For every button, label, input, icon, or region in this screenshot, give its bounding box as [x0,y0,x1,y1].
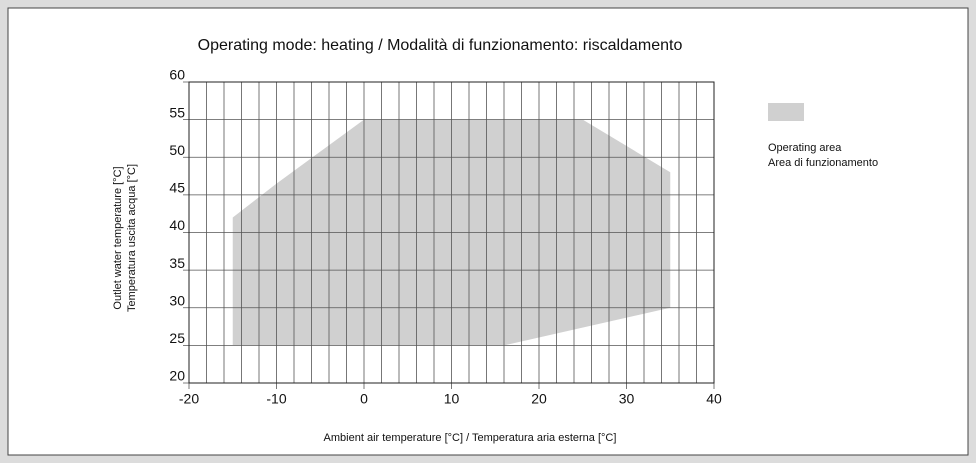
y-tick-label: 40 [169,217,185,233]
y-tick-label: 45 [169,180,185,196]
x-tick-label: 0 [360,391,368,407]
x-tick-label: 30 [619,391,635,407]
y-axis-label: Outlet water temperature [°C] Temperatur… [112,164,138,312]
x-tick-label: -20 [179,391,199,407]
y-axis-label-line: Temperatura uscita acqua [°C] [126,164,138,312]
y-tick-label: 25 [169,330,185,346]
chart-title: Operating mode: heating / Modalità di fu… [198,37,683,54]
y-tick-label: 55 [169,104,185,120]
legend-swatch [768,103,804,121]
x-axis-label: Ambient air temperature [°C] / Temperatu… [324,432,617,444]
legend-label: Area di funzionamento [768,157,878,169]
legend-label: Operating area [768,142,842,154]
y-axis-label-line: Outlet water temperature [°C] [112,166,124,309]
plot-frame [188,81,715,384]
y-tick-label: 35 [169,255,185,271]
x-tick-label: 40 [706,391,722,407]
x-tick-label: 10 [444,391,460,407]
x-tick-label: 20 [531,391,547,407]
y-tick-label: 30 [169,292,185,308]
x-tick-label: -10 [266,391,286,407]
y-tick-label: 60 [169,67,185,83]
y-tick-label: 50 [169,142,185,158]
y-tick-label: 20 [169,368,185,384]
